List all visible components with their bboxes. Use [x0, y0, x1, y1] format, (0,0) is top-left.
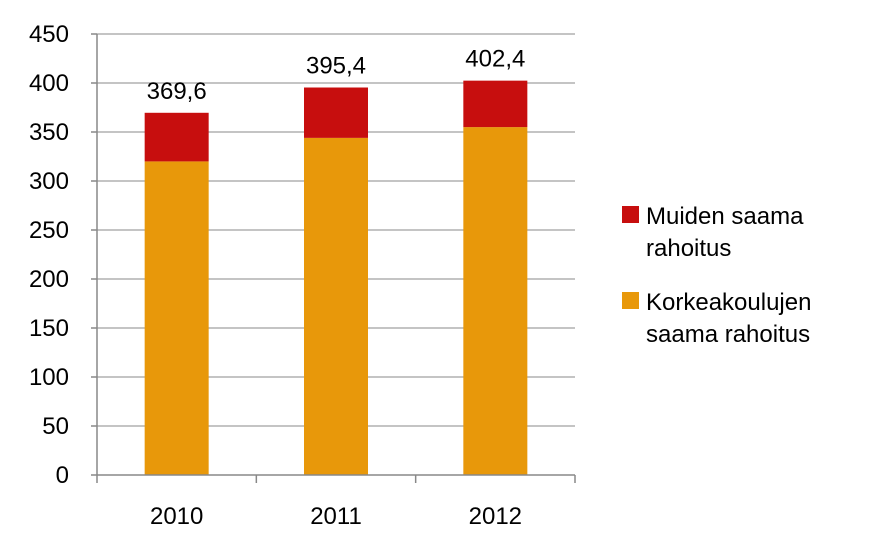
bar-2010-series-1 [144, 112, 209, 162]
y-tick-label-450: 450 [29, 21, 69, 48]
legend-swatch-series-0 [622, 292, 639, 309]
y-tick-label-200: 200 [29, 266, 69, 293]
y-tick-label-400: 400 [29, 70, 69, 97]
x-tick-label-2010: 2010 [150, 503, 203, 530]
y-tick-label-150: 150 [29, 315, 69, 342]
y-tick-label-0: 0 [56, 462, 69, 489]
y-axis-tick-labels: 0 50 100 150 200 250 300 350 400 450 [29, 21, 69, 489]
legend: Muiden saama rahoitus Korkeakoulujen saama … [622, 203, 811, 348]
bar-2010-series-0 [144, 161, 209, 475]
bar-2012-series-1 [463, 80, 528, 128]
y-tick-label-50: 50 [42, 413, 69, 440]
bar-2012-series-0 [463, 127, 528, 475]
y-tick-label-100: 100 [29, 364, 69, 391]
legend-label-series-1-line-0: Muiden saama [646, 203, 804, 230]
total-label-2012: 402,4 [465, 46, 525, 73]
bar-2011-series-0 [304, 137, 368, 475]
bars [144, 80, 528, 475]
legend-label-series-0-line-1: saama rahoitus [646, 321, 810, 348]
x-tick-label-2011: 2011 [310, 503, 362, 530]
y-tick-label-300: 300 [29, 168, 69, 195]
x-tick-label-2012: 2012 [469, 503, 522, 530]
legend-label-series-0-line-0: Korkeakoulujen [646, 289, 811, 316]
bar-2011-series-1 [304, 87, 368, 138]
x-axis-tick-labels: 2010 2011 2012 [150, 503, 522, 530]
total-label-2011: 395,4 [306, 53, 366, 80]
total-label-2010: 369,6 [147, 78, 207, 105]
legend-label-series-1-line-1: rahoitus [646, 235, 731, 262]
axes [91, 33, 576, 483]
y-tick-label-350: 350 [29, 119, 69, 146]
y-tick-label-250: 250 [29, 217, 69, 244]
legend-swatch-series-1 [622, 206, 639, 223]
total-data-labels: 369,6 395,4 402,4 [147, 46, 526, 105]
